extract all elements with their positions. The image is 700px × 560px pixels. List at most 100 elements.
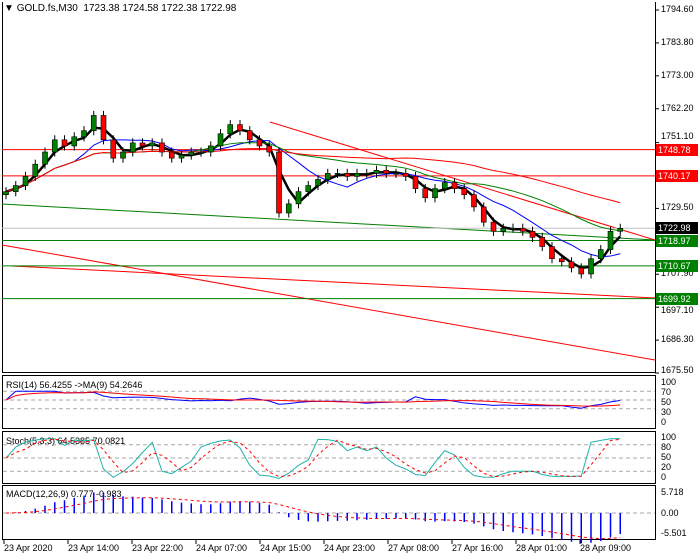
candle-body bbox=[412, 176, 419, 189]
candle-body bbox=[363, 173, 370, 175]
candle-body bbox=[246, 130, 253, 141]
candle-body bbox=[324, 173, 331, 180]
candle-body bbox=[159, 142, 165, 153]
macd-signal-line bbox=[5, 497, 621, 540]
candle-body bbox=[237, 124, 243, 132]
price-tick: 1783.80 bbox=[661, 36, 694, 47]
candle-body bbox=[129, 142, 136, 153]
candle-body bbox=[461, 188, 468, 196]
candle-body bbox=[500, 227, 507, 232]
candle-body bbox=[120, 151, 126, 159]
symbol-label: GOLD.fs,M30 bbox=[16, 3, 78, 14]
time-tick-label: 23 Apr 22:00 bbox=[132, 543, 184, 553]
indicator-level-label: 0 bbox=[661, 417, 667, 427]
time-tick-label: 24 Apr 15:00 bbox=[260, 543, 312, 553]
main-price-panel[interactable] bbox=[2, 2, 656, 373]
candle-body bbox=[285, 203, 292, 214]
candle-body bbox=[198, 151, 204, 154]
candle-body bbox=[207, 145, 214, 153]
candle-body bbox=[315, 179, 321, 186]
trend-line bbox=[1, 203, 656, 241]
indicator-level-label: 5.718 bbox=[661, 487, 684, 497]
time-tick-label: 23 Apr 2020 bbox=[4, 543, 53, 553]
collapse-triangle-icon[interactable]: ▼ bbox=[4, 3, 14, 14]
time-tick-label: 23 Apr 14:00 bbox=[68, 543, 120, 553]
price-tick: 1686.30 bbox=[661, 334, 694, 345]
candle-body bbox=[110, 139, 117, 159]
time-tick-label: 24 Apr 23:00 bbox=[324, 543, 376, 553]
candle-body bbox=[100, 115, 107, 141]
price-tick: 1751.10 bbox=[661, 131, 694, 141]
candle-body bbox=[32, 163, 39, 177]
candle-body bbox=[402, 173, 409, 177]
candle-body bbox=[81, 130, 87, 138]
indicator-level-label: 30 bbox=[661, 407, 672, 417]
indicator-level-label: 20 bbox=[661, 462, 672, 472]
candle-body bbox=[334, 173, 341, 175]
price-tick: 1675.50 bbox=[661, 365, 694, 375]
moving-average-line bbox=[5, 148, 621, 204]
time-tick-label: 28 Apr 09:00 bbox=[580, 543, 632, 553]
candle-body bbox=[51, 139, 58, 153]
candle-body bbox=[227, 124, 234, 135]
stoch-label: Stoch(5,3,3) 64.5385 70.0821 bbox=[6, 436, 126, 446]
indicator-level-label: 50 bbox=[661, 397, 672, 407]
candle-body bbox=[22, 176, 29, 186]
candle-body bbox=[549, 246, 555, 260]
candle-body bbox=[3, 191, 9, 196]
candle-body bbox=[217, 133, 224, 147]
rsi-label: RSI(14) 56.4255 ->MA(9) 54.2646 bbox=[6, 380, 143, 390]
ohlc-values: 1723.38 1724.58 1722.38 1722.98 bbox=[83, 3, 237, 14]
candle-body bbox=[256, 139, 263, 147]
candle-body bbox=[71, 136, 78, 147]
candle-body bbox=[383, 170, 390, 174]
candle-body bbox=[617, 227, 624, 232]
indicator-level-label: 100 bbox=[661, 432, 677, 442]
price-tick: 1697.10 bbox=[661, 305, 694, 315]
candle-body bbox=[480, 206, 487, 223]
price-tick: 1762.20 bbox=[661, 102, 694, 113]
candle-body bbox=[597, 249, 604, 260]
stoch-main-line bbox=[5, 438, 621, 480]
indicator-level-label: -5.501 bbox=[661, 528, 687, 538]
candle-body bbox=[510, 227, 516, 230]
price-tag: 1722.98 bbox=[656, 222, 698, 235]
stoch-signal-line bbox=[5, 438, 621, 478]
candle-body bbox=[519, 227, 526, 232]
candle-body bbox=[373, 170, 380, 174]
price-tick: 1707.90 bbox=[661, 268, 694, 279]
indicator-level-label: 80 bbox=[661, 442, 672, 452]
price-tick: 1773.00 bbox=[661, 69, 694, 80]
candle-body bbox=[471, 194, 477, 208]
candle-body bbox=[61, 139, 68, 147]
time-tick-label: 27 Apr 16:00 bbox=[452, 543, 504, 553]
price-tick: 1729.50 bbox=[661, 202, 694, 213]
trend-line bbox=[11, 265, 656, 299]
candle-body bbox=[188, 151, 195, 156]
price-tag: 1710.67 bbox=[656, 259, 698, 272]
candle-body bbox=[149, 142, 156, 147]
candle-body bbox=[451, 182, 458, 189]
candle-body bbox=[607, 230, 614, 250]
indicator-level-label: 0.00 bbox=[661, 508, 679, 518]
candle-body bbox=[178, 154, 185, 159]
price-tag: 1699.92 bbox=[656, 292, 698, 305]
candle-body bbox=[529, 230, 536, 238]
candle-body bbox=[42, 151, 48, 165]
price-tag: 1748.78 bbox=[656, 143, 698, 156]
candle-body bbox=[139, 142, 146, 147]
candle-body bbox=[393, 173, 399, 175]
time-tick-label: 28 Apr 01:00 bbox=[516, 543, 568, 553]
price-tag: 1718.97 bbox=[656, 234, 698, 247]
rsi-ma-line bbox=[5, 391, 621, 407]
candle-body bbox=[168, 151, 175, 159]
moving-average-line bbox=[5, 126, 622, 270]
rsi-panel[interactable] bbox=[2, 375, 656, 429]
candle-body bbox=[276, 151, 282, 214]
candle-body bbox=[578, 267, 585, 275]
candle-body bbox=[422, 188, 429, 199]
time-tick-label: 24 Apr 07:00 bbox=[196, 543, 248, 553]
chart-header: ▼ GOLD.fs,M30 1723.38 1724.58 1722.38 17… bbox=[4, 3, 236, 14]
candle-body bbox=[432, 188, 438, 199]
